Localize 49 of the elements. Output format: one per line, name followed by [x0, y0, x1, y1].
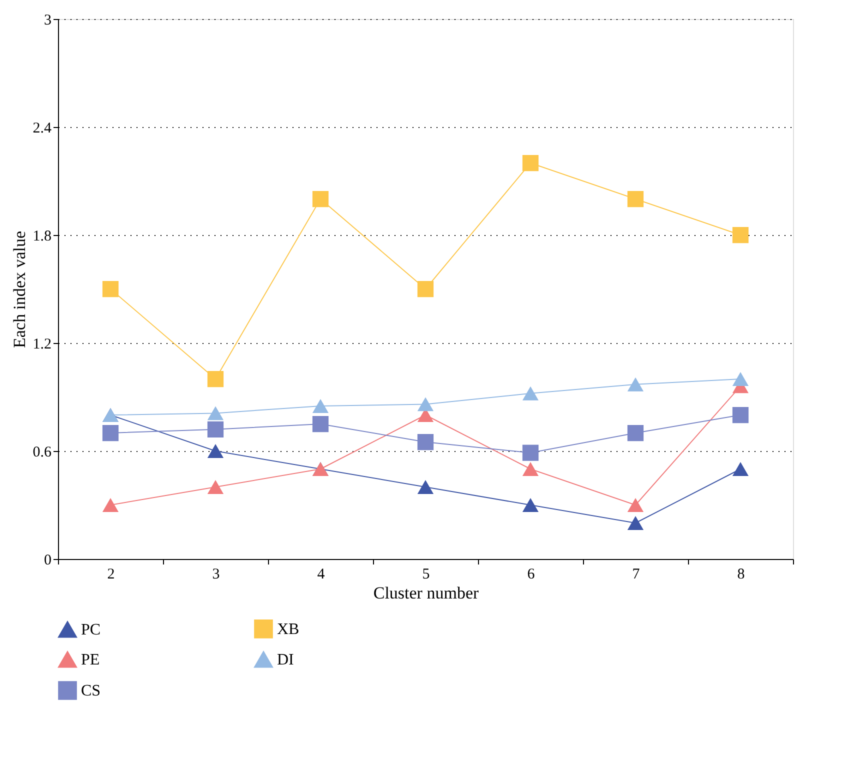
x-tick-label: 5	[422, 566, 430, 582]
legend-label: CS	[81, 682, 101, 700]
point	[417, 280, 434, 298]
point	[732, 462, 749, 476]
point	[522, 462, 539, 476]
point	[627, 377, 644, 392]
point	[312, 416, 329, 432]
point	[522, 498, 539, 512]
point	[522, 154, 539, 172]
y-tick-label: 0.6	[32, 444, 52, 460]
point	[627, 424, 644, 442]
point	[627, 190, 644, 208]
point	[522, 444, 539, 461]
legend-label: DI	[277, 652, 294, 668]
y-tick-label: 1.2	[32, 336, 52, 352]
point	[732, 226, 749, 244]
y-tick-label: 2.4	[32, 120, 52, 136]
point	[732, 372, 749, 386]
point	[522, 386, 539, 400]
point	[627, 498, 644, 512]
point	[312, 399, 329, 413]
point	[102, 498, 119, 512]
y-tick-label: 0	[44, 552, 52, 568]
point	[312, 190, 329, 208]
y-tick-label: 3	[44, 12, 52, 28]
x-tick-label: 7	[632, 566, 640, 582]
x-tick-label: 3	[212, 566, 220, 582]
x-tick-label: 2	[107, 566, 115, 582]
legend-label: PE	[81, 652, 100, 668]
legend-label: XB	[277, 620, 300, 638]
y-axis-title: Each index value	[10, 230, 29, 348]
point	[417, 397, 434, 412]
x-tick-label: 8	[737, 566, 745, 582]
x-tick-label: 4	[317, 566, 326, 582]
point	[627, 516, 644, 530]
point	[732, 406, 749, 424]
point	[207, 444, 224, 458]
x-axis-title: Cluster number	[373, 584, 479, 602]
legend-label: PC	[81, 622, 101, 638]
point	[102, 424, 119, 442]
point	[207, 370, 224, 388]
point	[207, 480, 224, 494]
point	[417, 480, 434, 494]
y-tick-label: 1.8	[32, 228, 52, 244]
point	[417, 434, 434, 450]
point	[102, 280, 119, 298]
point	[207, 406, 224, 420]
point	[207, 421, 224, 438]
x-tick-label: 6	[527, 566, 536, 582]
